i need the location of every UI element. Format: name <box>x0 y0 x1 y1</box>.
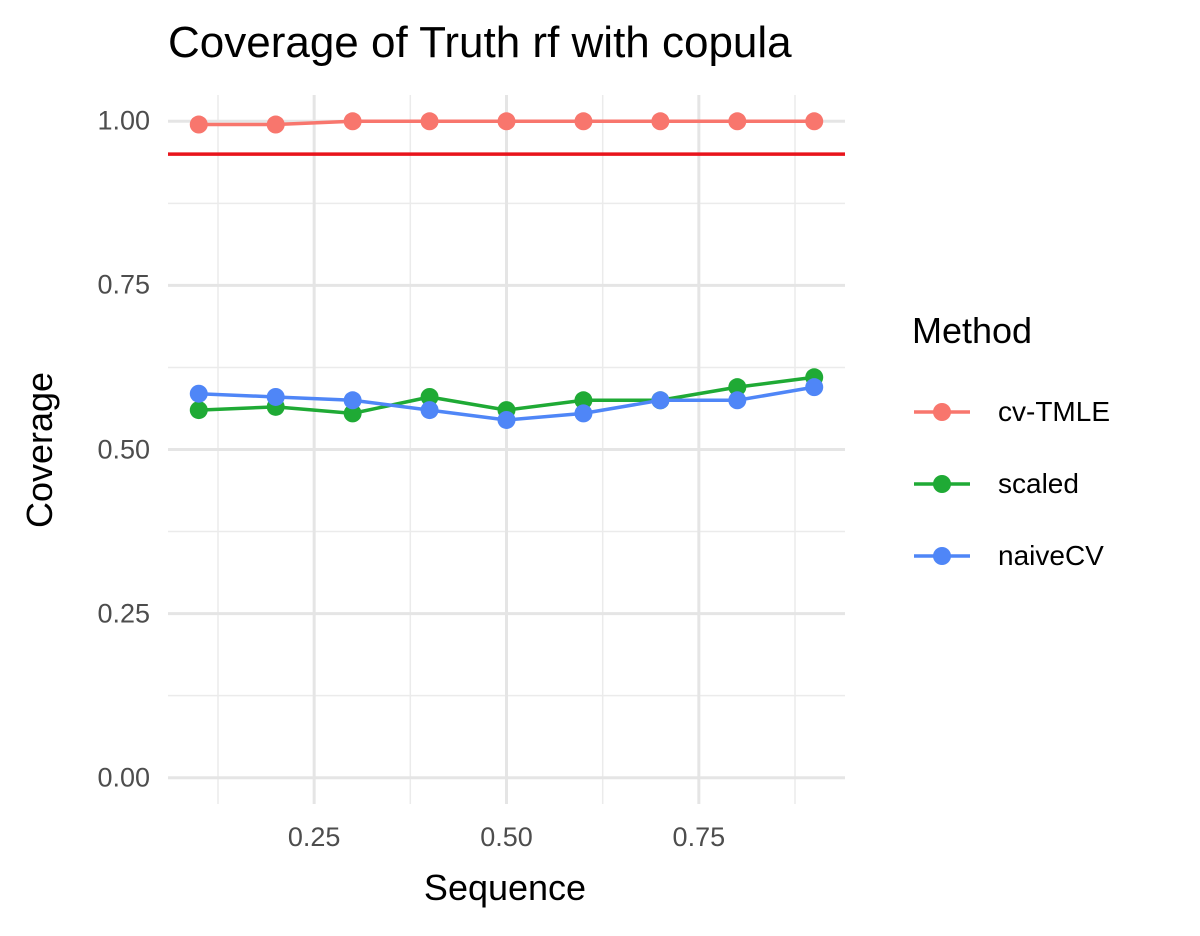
data-point-cv-tmle <box>805 112 824 131</box>
legend-item-naivecv: naiveCV <box>912 520 1110 592</box>
x-tick-label: 0.25 <box>287 822 341 852</box>
legend-title: Method <box>912 310 1033 351</box>
y-tick-label: 0.75 <box>97 269 150 300</box>
data-point-naivecv <box>651 391 670 410</box>
data-point-naivecv <box>343 391 362 410</box>
y-tick-label: 1.00 <box>97 105 150 136</box>
data-point-cv-tmle <box>420 112 439 131</box>
data-point-naivecv <box>805 378 824 397</box>
x-axis-label: Sequence <box>423 867 587 908</box>
legend: Method cv-TMLE scaled naiveCV <box>912 310 1110 592</box>
chart-title: Coverage of Truth rf with copula <box>168 18 792 67</box>
data-point-naivecv <box>497 410 516 429</box>
data-point-cv-tmle <box>343 112 362 131</box>
x-tick-label: 0.75 <box>672 822 726 852</box>
data-point-scaled <box>420 387 439 406</box>
legend-item-cv-tmle: cv-TMLE <box>912 376 1110 448</box>
legend-key-naivecv <box>914 547 970 565</box>
legend-key-scaled <box>914 475 970 493</box>
legend-key-point <box>933 475 951 493</box>
data-point-naivecv <box>420 401 439 420</box>
x-tick-label: 0.50 <box>480 822 533 852</box>
series-lines <box>189 112 824 429</box>
y-tick-label: 0.00 <box>97 762 150 793</box>
major-gridlines <box>168 95 845 804</box>
legend-label-cv-tmle: cv-TMLE <box>998 396 1110 427</box>
legend-label-naivecv: naiveCV <box>998 540 1104 571</box>
data-point-cv-tmle <box>728 112 747 131</box>
data-point-cv-tmle <box>651 112 670 131</box>
data-point-cv-tmle <box>266 115 285 134</box>
data-point-scaled <box>343 404 362 423</box>
y-tick-label: 0.25 <box>97 598 150 629</box>
data-point-naivecv <box>574 404 593 423</box>
data-point-scaled <box>728 378 747 397</box>
data-point-cv-tmle <box>574 112 593 131</box>
legend-key-point <box>933 547 951 565</box>
series-naivecv <box>189 378 824 429</box>
legend-item-scaled: scaled <box>912 448 1110 520</box>
data-point-scaled <box>189 401 208 420</box>
legend-label-scaled: scaled <box>998 468 1079 499</box>
legend-key-cv-tmle <box>914 403 970 421</box>
data-point-naivecv <box>728 391 747 410</box>
series-cv-tmle <box>189 112 824 134</box>
y-tick-label: 0.50 <box>97 434 150 464</box>
data-point-cv-tmle <box>497 112 516 131</box>
data-point-naivecv <box>189 384 208 403</box>
legend-key-point <box>933 403 951 421</box>
data-point-scaled <box>574 391 593 410</box>
data-point-naivecv <box>266 387 285 406</box>
data-point-cv-tmle <box>189 115 208 134</box>
